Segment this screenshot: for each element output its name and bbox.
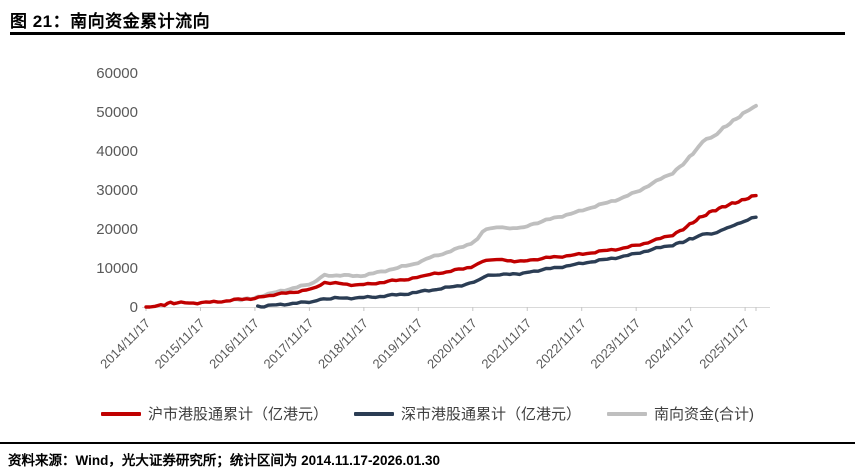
- x-axis-tick-label: 2023/11/17: [587, 316, 643, 372]
- x-axis-tick-label: 2015/11/17: [152, 316, 208, 372]
- total-series-swatch: [607, 411, 648, 416]
- legend-item-southbound-total: 南向资金(合计): [607, 403, 754, 424]
- chart-legend: 沪市港股通累计（亿港元） 深市港股通累计（亿港元） 南向资金(合计): [0, 403, 855, 424]
- legend-item-shanghai-connect: 沪市港股通累计（亿港元）: [100, 403, 328, 424]
- x-axis-tick-label: 2021/11/17: [478, 316, 534, 372]
- x-axis-tick-label: 2016/11/17: [206, 316, 262, 372]
- y-axis-tick-label: 50000: [96, 104, 138, 121]
- y-axis-tick-label: 0: [130, 299, 138, 316]
- y-axis-tick-label: 30000: [96, 182, 138, 199]
- x-axis-tick-label: 2022/11/17: [533, 316, 589, 372]
- x-axis-tick-label: 2018/11/17: [315, 316, 371, 372]
- y-axis-tick-label: 40000: [96, 143, 138, 160]
- y-axis-tick-label: 60000: [96, 65, 138, 82]
- title-divider: [10, 32, 845, 35]
- shanghai-series-swatch: [100, 411, 141, 416]
- series-line: [144, 193, 758, 309]
- series-line: [256, 215, 758, 309]
- y-axis-tick-label: 10000: [96, 260, 138, 277]
- x-axis-tick-label: 2024/11/17: [642, 316, 698, 372]
- legend-label: 南向资金(合计): [654, 406, 755, 423]
- figure-title: 图 21：南向资金累计流向: [10, 12, 211, 31]
- legend-item-shenzhen-connect: 深市港股通累计（亿港元）: [354, 403, 581, 424]
- x-axis-tick-label: 2019/11/17: [370, 316, 426, 372]
- x-axis-tick-label: 2025/11/17: [696, 316, 752, 372]
- source-note: 资料来源：Wind，光大证券研究所；统计区间为 2014.11.17-2026.…: [8, 453, 440, 468]
- series-line: [232, 103, 758, 303]
- shenzhen-series-swatch: [354, 411, 394, 416]
- x-axis-tick-label: 2020/11/17: [424, 316, 480, 372]
- y-axis-tick-label: 20000: [96, 221, 138, 238]
- legend-label: 深市港股通累计（亿港元）: [401, 406, 582, 423]
- x-axis-tick-label: 2014/11/17: [97, 316, 153, 372]
- footer-divider: [0, 442, 855, 444]
- legend-label: 沪市港股通累计（亿港元）: [147, 406, 328, 423]
- x-axis-tick-label: 2017/11/17: [261, 316, 317, 372]
